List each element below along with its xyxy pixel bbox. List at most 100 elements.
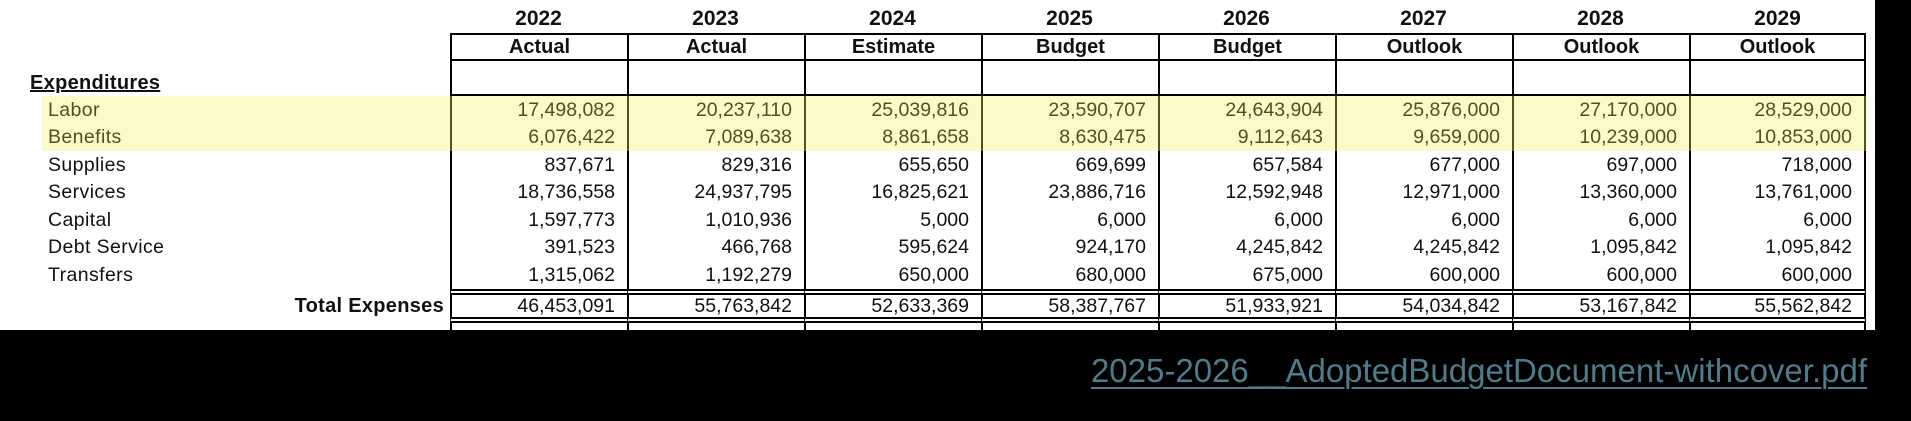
empty-cell-2023 <box>627 61 804 96</box>
year-label-2026: 2026 <box>1223 7 1270 30</box>
row-label-labor: Labor <box>0 96 450 124</box>
cell-transfers-2023: 1,192,279 <box>627 261 804 289</box>
stub-cell-2022 <box>450 323 627 330</box>
stub-cell-2029 <box>1689 323 1866 330</box>
cell-benefits-2026: 9,112,643 <box>1158 124 1335 151</box>
year-label-2029: 2029 <box>1754 7 1801 30</box>
cell-labor-2026: 24,643,904 <box>1158 96 1335 124</box>
cell-capital-2029: 6,000 <box>1689 206 1866 234</box>
cell-benefits-2028: 10,239,000 <box>1512 124 1689 151</box>
col-header-2025: Budget <box>981 33 1158 61</box>
cell-benefits-2023: 7,089,638 <box>627 124 804 151</box>
budget-table: 2022 2023 2024 2025 2026 2027 2028 2029 Actual Ac… <box>0 0 1866 330</box>
cell-capital-2023: 1,010,936 <box>627 206 804 234</box>
cell-labor-2025: 23,590,707 <box>981 96 1158 124</box>
year-label-2028: 2028 <box>1577 7 1624 30</box>
cell-benefits-2029: 10,853,000 <box>1689 124 1866 151</box>
cell-labor-2023: 20,237,110 <box>627 96 804 124</box>
pdf-filename-link[interactable]: 2025-2026__AdoptedBudgetDocument-withcov… <box>1090 352 1867 389</box>
cell-capital-2026: 6,000 <box>1158 206 1335 234</box>
cell-supplies-2023: 829,316 <box>627 151 804 179</box>
col-header-2024: Estimate <box>804 33 981 61</box>
cell-services-2022: 18,736,558 <box>450 179 627 206</box>
year-label-2023: 2023 <box>692 7 739 30</box>
cell-total-expenses-2028: 53,167,842 <box>1512 289 1689 323</box>
cell-transfers-2022: 1,315,062 <box>450 261 627 289</box>
cell-benefits-2024: 8,861,658 <box>804 124 981 151</box>
cell-total-expenses-2029: 55,562,842 <box>1689 289 1866 323</box>
stub-row-spacer <box>0 323 450 330</box>
col-header-2026: Budget <box>1158 33 1335 61</box>
cell-debt-service-2023: 466,768 <box>627 234 804 261</box>
cell-services-2028: 13,360,000 <box>1512 179 1689 206</box>
year-label-2025: 2025 <box>1046 7 1093 30</box>
cell-labor-2024: 25,039,816 <box>804 96 981 124</box>
cell-supplies-2029: 718,000 <box>1689 151 1866 179</box>
col-header-2028: Outlook <box>1512 33 1689 61</box>
cell-benefits-2022: 6,076,422 <box>450 124 627 151</box>
cell-debt-service-2022: 391,523 <box>450 234 627 261</box>
cell-total-expenses-2027: 54,034,842 <box>1335 289 1512 323</box>
cell-total-expenses-2022: 46,453,091 <box>450 289 627 323</box>
cell-capital-2022: 1,597,773 <box>450 206 627 234</box>
cell-benefits-2027: 9,659,000 <box>1335 124 1512 151</box>
cell-capital-2027: 6,000 <box>1335 206 1512 234</box>
stub-cell-2023 <box>627 323 804 330</box>
col-header-2023: Actual <box>627 33 804 61</box>
cell-debt-service-2029: 1,095,842 <box>1689 234 1866 261</box>
cell-labor-2029: 28,529,000 <box>1689 96 1866 124</box>
stub-cell-2027 <box>1335 323 1512 330</box>
cell-debt-service-2026: 4,245,842 <box>1158 234 1335 261</box>
year-label-2024: 2024 <box>869 7 916 30</box>
cell-total-expenses-2023: 55,763,842 <box>627 289 804 323</box>
stub-cell-2024 <box>804 323 981 330</box>
year-label-2022: 2022 <box>515 7 562 30</box>
cell-services-2025: 23,886,716 <box>981 179 1158 206</box>
col-header-2029: Outlook <box>1689 33 1866 61</box>
year-label-2027: 2027 <box>1400 7 1447 30</box>
cell-capital-2028: 6,000 <box>1512 206 1689 234</box>
empty-cell-2024 <box>804 61 981 96</box>
cell-labor-2028: 27,170,000 <box>1512 96 1689 124</box>
cell-supplies-2028: 697,000 <box>1512 151 1689 179</box>
row-label-capital: Capital <box>48 208 112 231</box>
cell-debt-service-2028: 1,095,842 <box>1512 234 1689 261</box>
bottom-letterbox: 2025-2026__AdoptedBudgetDocument-withcov… <box>0 330 1911 421</box>
row-label-services: Services <box>48 181 126 203</box>
section-label-expenditures: Expenditures <box>30 72 161 94</box>
cell-services-2026: 12,592,948 <box>1158 179 1335 206</box>
corner-spacer <box>0 0 450 33</box>
empty-cell-2026 <box>1158 61 1335 96</box>
cell-transfers-2024: 650,000 <box>804 261 981 289</box>
budget-sheet: 2022 2023 2024 2025 2026 2027 2028 2029 Actual Ac… <box>0 0 1866 330</box>
cell-transfers-2026: 675,000 <box>1158 261 1335 289</box>
cell-benefits-2025: 8,630,475 <box>981 124 1158 151</box>
cell-services-2027: 12,971,000 <box>1335 179 1512 206</box>
cell-supplies-2027: 677,000 <box>1335 151 1512 179</box>
stub-cell-2026 <box>1158 323 1335 330</box>
cell-total-expenses-2024: 52,633,369 <box>804 289 981 323</box>
stub-cell-2028 <box>1512 323 1689 330</box>
row-label-benefits: Benefits <box>0 124 450 151</box>
cell-debt-service-2025: 924,170 <box>981 234 1158 261</box>
cell-transfers-2027: 600,000 <box>1335 261 1512 289</box>
header-row-spacer <box>0 33 450 61</box>
row-label-supplies: Supplies <box>48 153 127 176</box>
cell-capital-2025: 6,000 <box>981 206 1158 234</box>
stub-cell-2025 <box>981 323 1158 330</box>
cell-transfers-2029: 600,000 <box>1689 261 1866 289</box>
cell-supplies-2024: 655,650 <box>804 151 981 179</box>
cell-debt-service-2024: 595,624 <box>804 234 981 261</box>
cell-services-2029: 13,761,000 <box>1689 179 1866 206</box>
empty-cell-2028 <box>1512 61 1689 96</box>
empty-cell-2027 <box>1335 61 1512 96</box>
empty-cell-2029 <box>1689 61 1866 96</box>
cell-services-2024: 16,825,621 <box>804 179 981 206</box>
cell-debt-service-2027: 4,245,842 <box>1335 234 1512 261</box>
cell-supplies-2026: 657,584 <box>1158 151 1335 179</box>
empty-cell-2022 <box>450 61 627 96</box>
cell-labor-2027: 25,876,000 <box>1335 96 1512 124</box>
cell-supplies-2025: 669,699 <box>981 151 1158 179</box>
col-header-2027: Outlook <box>1335 33 1512 61</box>
